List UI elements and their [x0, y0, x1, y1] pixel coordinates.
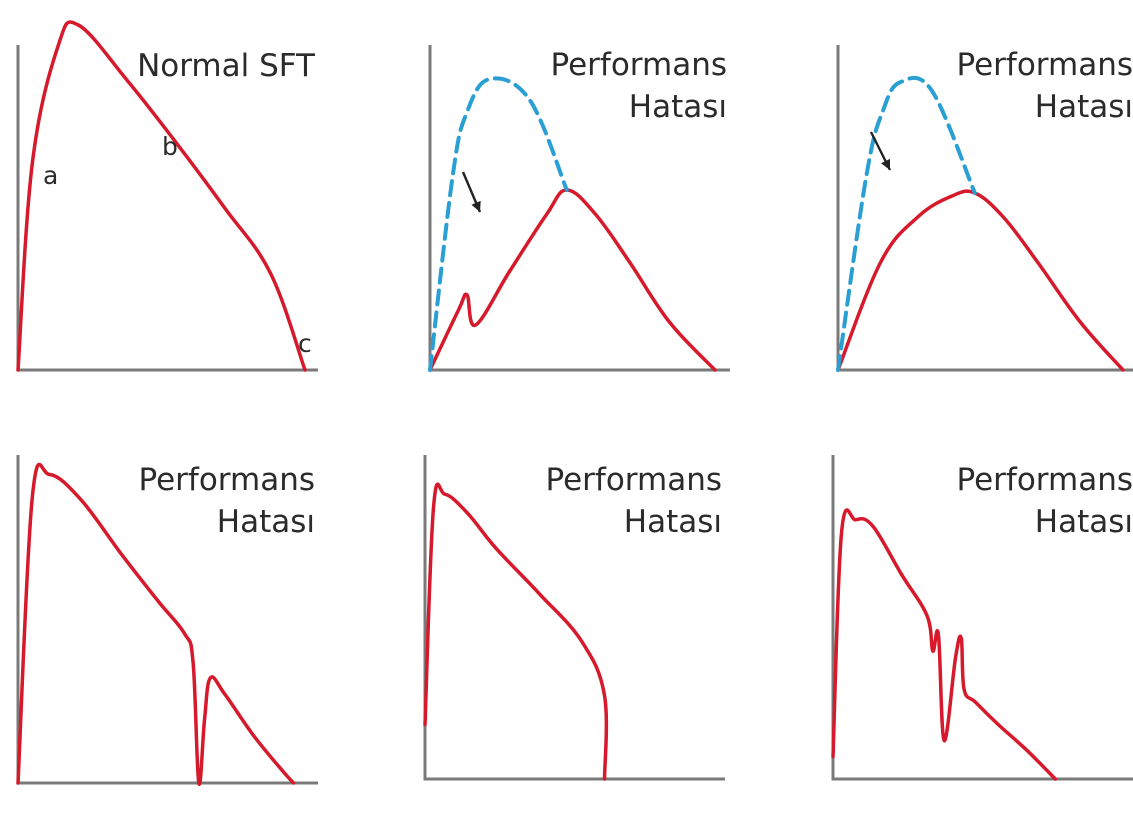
chart-title-line: Performans: [546, 462, 722, 498]
chart-title: Normal SFT: [137, 48, 316, 84]
point-label-c: c: [298, 329, 312, 358]
expected-curve-line: [428, 76, 569, 372]
chart-title: Performans Hatası: [551, 47, 727, 125]
chart-title: Performans Hatası: [139, 462, 315, 540]
performance-curve-line: [831, 508, 1058, 781]
performance-curve-line: [16, 20, 307, 372]
performance-curve-line: [428, 188, 717, 372]
shift-arrow-head: [471, 200, 481, 212]
performance-curve-line: [423, 482, 609, 781]
chart-title-line: Performans: [957, 462, 1133, 498]
chart-title: Performans Hatası: [957, 462, 1133, 540]
chart-title-line: Hatası: [1035, 89, 1133, 125]
point-label-b: b: [162, 132, 178, 161]
chart-title: Performans Hatası: [546, 462, 722, 540]
chart-title: Performans Hatası: [957, 47, 1133, 125]
axis-lines: [16, 45, 318, 372]
axis-lines: [831, 455, 1133, 781]
chart-title-line: Hatası: [629, 89, 727, 125]
chart-title-line: Performans: [957, 47, 1133, 83]
shift-arrow-head: [881, 158, 890, 170]
point-label-a: a: [43, 161, 58, 190]
chart-title-line: Hatası: [624, 504, 722, 540]
performance-curve-line: [16, 462, 296, 786]
chart-panel-1: Normal SFT a b c: [16, 20, 318, 372]
chart-title-line: Performans: [551, 47, 727, 83]
chart-title-line: Hatası: [217, 504, 315, 540]
chart-title-line: Performans: [139, 462, 315, 498]
chart-panel-4: Performans Hatası: [16, 455, 318, 786]
expected-curve-line: [836, 75, 977, 372]
chart-title-line: Hatası: [1035, 504, 1133, 540]
chart-panel-2: Performans Hatası: [428, 45, 730, 372]
chart-title-line: Normal SFT: [137, 48, 316, 84]
chart-panel-6: Performans Hatası: [831, 455, 1133, 781]
chart-panel-3: Performans Hatası: [836, 45, 1133, 372]
axis-lines: [423, 455, 725, 781]
chart-panel-5: Performans Hatası: [423, 455, 725, 781]
performance-curve-line: [836, 189, 1125, 372]
